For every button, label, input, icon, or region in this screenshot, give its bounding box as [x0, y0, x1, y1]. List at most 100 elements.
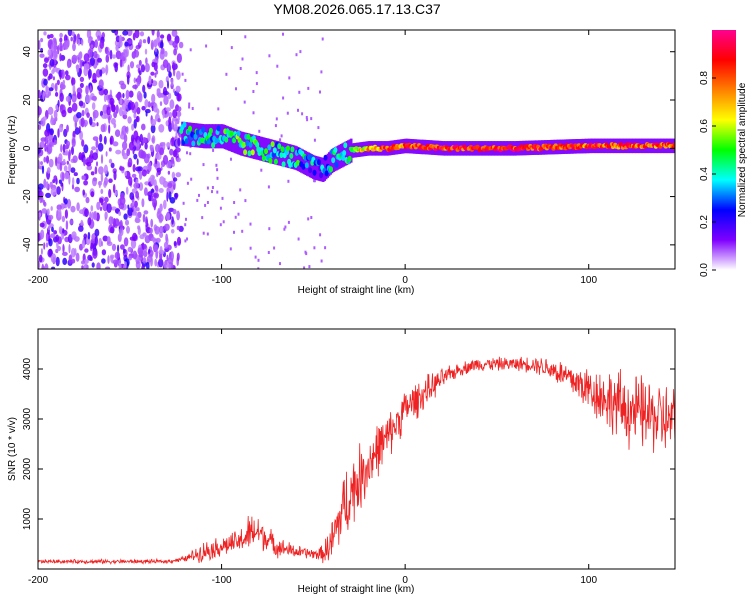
noise-cell [42, 68, 49, 77]
noise-cell [205, 44, 208, 48]
ridge-halo [345, 141, 349, 166]
ridge-halo [309, 153, 312, 178]
noise-cell [38, 183, 44, 190]
noise-cell [108, 188, 112, 198]
noise-cell [147, 36, 151, 45]
ridge-cell [323, 154, 328, 161]
ridge-halo [294, 145, 297, 170]
noise-cell [76, 92, 81, 100]
noise-cell [282, 32, 284, 36]
noise-cell [115, 93, 121, 99]
noise-cell [201, 216, 204, 220]
noise-cell [158, 258, 164, 268]
noise-cell [73, 172, 78, 177]
noise-cell [96, 122, 99, 127]
noise-cell [156, 30, 160, 39]
ridge-cell [250, 149, 255, 156]
noise-cell [106, 50, 111, 56]
noise-cell [100, 154, 104, 164]
ridge-cell [343, 142, 348, 149]
noise-cell [176, 53, 182, 63]
noise-cell [163, 199, 167, 210]
ridge-cell [304, 162, 309, 169]
noise-cell [159, 101, 163, 106]
ridge-cell [224, 136, 229, 143]
noise-cell [123, 248, 126, 254]
noise-cell [68, 163, 72, 173]
noise-cell [288, 76, 291, 80]
ridge-cell [288, 161, 293, 168]
noise-cell [47, 34, 51, 39]
snr-x-ticks: -200 -100 0 100 [28, 329, 597, 586]
spectrogram-x-ticks: -200 -100 0 100 [28, 30, 597, 286]
noise-cell [86, 157, 92, 162]
noise-cell [50, 206, 53, 211]
noise-cell [171, 120, 175, 130]
noise-cell [55, 104, 59, 110]
noise-cell [76, 34, 79, 45]
ridge-cell [264, 148, 268, 155]
noise-cell [221, 196, 224, 200]
noise-cell [163, 95, 169, 106]
ridge-cell [182, 121, 187, 128]
noise-cell [59, 53, 62, 62]
noise-cell [127, 246, 133, 253]
noise-cell [152, 198, 158, 208]
noise-cell [76, 177, 80, 185]
noise-cell [148, 75, 152, 86]
ridge-cell [290, 146, 295, 153]
noise-cell [189, 152, 192, 156]
noise-cell [132, 164, 136, 173]
noise-cell [99, 40, 105, 49]
noise-cell [70, 167, 76, 174]
colorbar-tick-label: 0.8 [699, 71, 710, 85]
y-tick-label: 2000 [22, 457, 33, 480]
noise-cell [78, 209, 85, 215]
x-tick-label: 0 [402, 575, 408, 586]
noise-cell [48, 158, 54, 168]
noise-cell [185, 217, 187, 221]
noise-cell [151, 93, 156, 104]
noise-cell [136, 64, 141, 69]
noise-cell [89, 85, 92, 94]
noise-cell [83, 63, 90, 70]
noise-cell [154, 226, 160, 235]
noise-cell [156, 167, 162, 173]
ridge-cell [206, 138, 211, 145]
noise-cell [81, 139, 85, 147]
noise-cell [142, 232, 147, 237]
noise-cell [108, 216, 114, 226]
noise-cell [68, 149, 72, 157]
noise-cell [85, 196, 90, 204]
noise-cell [54, 82, 58, 93]
colorbar-tick-label: 0.6 [699, 119, 710, 133]
noise-cell [160, 41, 164, 49]
noise-cell [62, 228, 65, 234]
noise-cell [131, 123, 135, 131]
noise-cell [184, 223, 187, 227]
noise-cell [38, 147, 41, 154]
noise-cell [171, 171, 176, 180]
noise-cell [94, 39, 98, 48]
noise-cell [58, 153, 63, 163]
noise-cell [63, 165, 68, 172]
noise-cell [142, 39, 147, 44]
noise-cell [90, 44, 94, 49]
noise-cell [165, 233, 169, 243]
noise-cell [103, 94, 107, 103]
ridge-cell [201, 126, 206, 133]
noise-cell [53, 230, 57, 235]
noise-cell [202, 231, 205, 235]
noise-cell [99, 69, 103, 77]
noise-cell [169, 99, 175, 110]
noise-cell [119, 166, 125, 171]
noise-cell [51, 226, 54, 232]
noise-cell [65, 74, 71, 81]
noise-cell [157, 118, 161, 123]
colorbar-label: Normalized spectral amplitude [737, 82, 748, 217]
ridge-cell [261, 155, 266, 162]
ridge-halo [200, 123, 203, 148]
noise-cell [176, 157, 181, 163]
noise-cell [79, 82, 84, 88]
ridge-cell [316, 159, 321, 166]
